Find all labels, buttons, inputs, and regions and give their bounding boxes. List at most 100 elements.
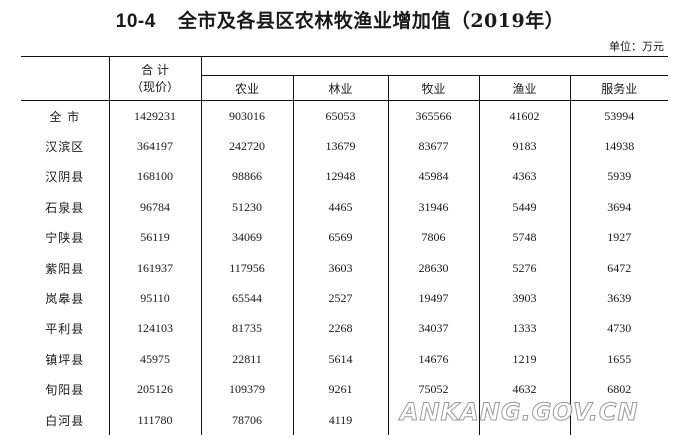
row-value-cell [479,404,571,436]
row-value-cell: 22811 [201,344,294,375]
row-value-cell: 4465 [293,192,389,223]
row-value-cell: 9183 [479,131,571,162]
row-value-cell: 13679 [293,131,389,162]
row-value-cell: 95110 [109,283,202,314]
table-row: 镇坪县 45975 22811 5614 14676 1219 1655 [21,344,668,375]
row-value-cell: 124103 [109,313,202,345]
row-value-cell: 9261 [293,374,389,405]
table-row: 紫阳县 161937 117956 3603 28630 5276 6472 [21,252,668,284]
row-value-cell: 6802 [607,382,632,397]
row-value-cell: 34037 [388,313,480,345]
row-value-cell: 98866 [201,161,294,193]
row-value-cell: 83677 [388,131,480,162]
header-col-services: 服务业 [601,81,638,96]
row-value-cell: 56119 [109,222,202,253]
row-value-cell: 205126 [109,374,202,405]
row-region-name: 石泉县 [21,192,110,223]
row-value-cell: 78706 [201,404,294,436]
row-value-cell: 365566 [388,100,480,132]
table-row: 石泉县 96784 51230 4465 31946 5449 3694 [21,192,668,223]
row-value-cell [570,405,668,435]
row-value-cell: 3903 [479,283,571,314]
row-region-name: 平利县 [21,313,110,345]
header-col-animal-husbandry: 牧业 [388,75,480,101]
row-value-cell: 7806 [388,222,480,253]
row-value-cell: 1927 [607,230,632,245]
table-row: 平利县 124103 81735 2268 34037 1333 4730 [21,313,668,345]
row-region-name: 镇坪县 [21,344,110,375]
row-value-cell: 75052 [388,374,480,405]
header-col-fishery: 渔业 [479,75,571,101]
row-value-cell: 2268 [293,313,389,345]
header-group-band [201,56,669,76]
row-region-name: 岚皋县 [21,283,110,314]
row-value-cell: 34069 [201,222,294,253]
row-value-cell: 5449 [479,192,571,223]
row-value-cell: 53994 [604,108,635,123]
header-total-label: 合 计 [141,62,169,77]
row-value-cell: 12948 [293,161,389,193]
table-row: 汉阴县 168100 98866 12948 45984 4363 5939 [21,161,668,193]
row-value-cell: 45984 [388,161,480,193]
row-region-name: 白河县 [21,404,110,436]
row-value-cell: 6569 [293,222,389,253]
row-value-cell: 4119 [293,404,389,436]
data-table: 合 计 （现价） 农业 林业 牧业 渔业 服务业 全 市 1429231 90301… [21,56,669,436]
row-value-cell: 3639 [607,291,632,306]
row-value-cell: 161937 [109,252,202,284]
row-value-cell: 96784 [109,192,202,223]
table-row: 全 市 1429231 903016 65053 365566 41602 53994 [21,100,668,132]
row-value-cell [388,404,480,436]
row-value-cell: 41602 [479,100,571,132]
table-row: 白河县 111780 78706 4119 [21,404,668,436]
row-value-cell: 364197 [109,131,202,162]
row-value-cell: 903016 [201,100,294,132]
row-value-cell: 4632 [479,374,571,405]
row-value-cell: 1655 [607,351,632,366]
row-region-name: 旬阳县 [21,374,110,405]
table-body: 全 市 1429231 903016 65053 365566 41602 53994 汉滨区… [21,100,668,436]
unit-label: 单位：万元 [609,40,664,53]
row-value-cell: 51230 [201,192,294,223]
row-region-name: 汉滨区 [21,131,110,162]
row-value-cell: 111780 [109,404,202,436]
row-value-cell: 242720 [201,131,294,162]
row-value-cell: 19497 [388,283,480,314]
header-col-forestry: 林业 [293,75,389,101]
row-value-cell: 168100 [109,161,202,193]
row-value-cell: 1429231 [109,100,202,132]
row-value-cell: 65544 [201,283,294,314]
table-number: 10-4 [115,11,156,32]
row-value-cell: 65053 [293,100,389,132]
row-value-cell: 6472 [607,260,632,275]
row-value-cell: 5748 [479,222,571,253]
row-value-cell: 109379 [201,374,294,405]
header-total-note: （现价） [130,79,179,94]
row-value-cell: 4730 [607,321,632,336]
row-value-cell: 3694 [607,199,632,214]
table-title-text: 全市及各县区农林牧渔业增加值（2019年） [177,10,565,32]
row-value-cell: 14676 [388,344,480,375]
row-value-cell: 28630 [388,252,480,284]
row-value-cell: 5939 [607,169,632,184]
header-total: 合 计 （现价） [109,56,202,101]
row-region-name: 宁陕县 [21,222,110,253]
row-value-cell: 5276 [479,252,571,284]
row-value-cell: 3603 [293,252,389,284]
row-value-cell: 1219 [479,344,571,375]
row-value-cell: 31946 [388,192,480,223]
table-row: 岚皋县 95110 65544 2527 19497 3903 3639 [21,283,668,314]
page-title: 10-4 全市及各县区农林牧渔业增加值（2019年） [0,6,680,33]
row-region-name: 汉阴县 [21,161,110,193]
row-value-cell: 81735 [201,313,294,345]
row-value-cell: 4363 [479,161,571,193]
header-blank-cell [21,56,110,101]
row-region-name: 紫阳县 [21,252,110,284]
row-value-cell: 117956 [201,252,294,284]
row-value-cell: 2527 [293,283,389,314]
row-value-cell: 45975 [109,344,202,375]
table-row: 宁陕县 56119 34069 6569 7806 5748 1927 [21,222,668,253]
row-value-cell: 5614 [293,344,389,375]
row-region-name: 全 市 [21,100,110,132]
row-value-cell: 14938 [604,139,635,154]
